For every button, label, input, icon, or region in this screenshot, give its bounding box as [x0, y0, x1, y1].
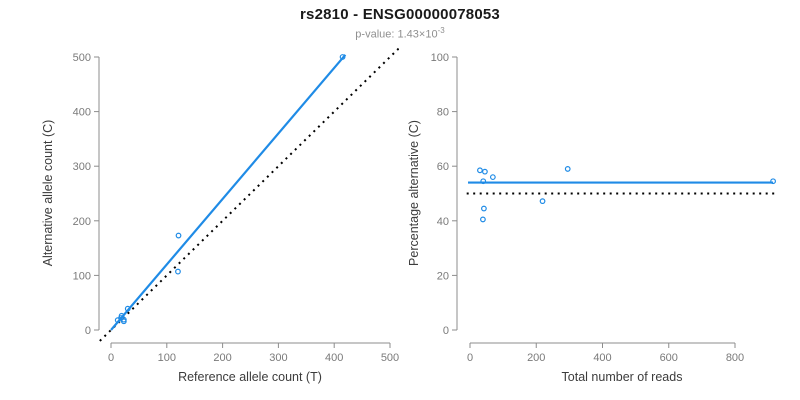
x-tick-label: 0 — [467, 352, 473, 364]
y-tick-label: 20 — [437, 270, 449, 282]
data-point — [770, 178, 776, 185]
x-axis-title: Total number of reads — [562, 370, 683, 384]
figure-title: rs2810 - ENSG00000078053 — [300, 6, 500, 23]
data-point — [480, 178, 487, 185]
x-axis-title: Reference allele count (T) — [178, 370, 322, 384]
y-axis-title: Percentage alternative (C) — [407, 120, 421, 266]
y-tick-label: 0 — [85, 325, 91, 337]
y-tick-label: 80 — [437, 107, 449, 119]
percentage-alternative-scatter-data-area — [466, 166, 777, 223]
data-point — [480, 216, 486, 223]
percentage-alternative-scatter: 0 20 40 60 80 100 0 200 400 600 800 Total number of… — [407, 52, 777, 384]
p-value-exponent: -3 — [437, 26, 445, 35]
x-tick-label: 300 — [269, 352, 287, 364]
data-point — [124, 305, 131, 312]
data-point — [175, 232, 182, 239]
allele-count-scatter-data-area — [99, 46, 399, 342]
x-tick-label: 800 — [726, 352, 744, 364]
y-tick-label: 0 — [443, 325, 449, 337]
identity-line — [99, 46, 399, 342]
regression-line — [110, 54, 347, 331]
x-tick-label: 200 — [527, 352, 545, 364]
data-point — [477, 167, 483, 174]
x-tick-label: 400 — [593, 352, 611, 364]
p-value-subtitle: p-value: 1.43×10-3 — [0, 26, 800, 41]
y-tick-label: 100 — [431, 52, 449, 64]
data-point — [564, 166, 571, 172]
allele-count-scatter: 0 100 200 300 400 500 0 100 200 300 400 500 Referenc… — [41, 46, 399, 384]
x-tick-label: 100 — [158, 352, 176, 364]
y-tick-label: 400 — [73, 107, 91, 119]
data-point — [482, 168, 488, 175]
data-point — [481, 205, 487, 212]
x-tick-label: 600 — [660, 352, 678, 364]
data-point — [489, 174, 496, 181]
p-value-text: p-value: 1.43×10 — [355, 28, 438, 41]
data-point — [339, 54, 346, 60]
y-tick-label: 60 — [437, 161, 449, 173]
y-tick-label: 40 — [437, 216, 449, 228]
y-axis-title: Alternative allele count (C) — [41, 120, 55, 267]
data-point — [120, 316, 127, 323]
data-point — [175, 268, 181, 275]
x-tick-label: 500 — [381, 352, 399, 364]
x-tick-label: 400 — [325, 352, 343, 364]
x-tick-label: 0 — [108, 352, 114, 364]
x-tick-label: 200 — [213, 352, 231, 364]
y-tick-label: 300 — [73, 161, 91, 173]
y-tick-label: 500 — [73, 52, 91, 64]
data-point — [539, 198, 546, 205]
y-tick-label: 100 — [73, 270, 91, 282]
y-tick-label: 200 — [73, 216, 91, 228]
